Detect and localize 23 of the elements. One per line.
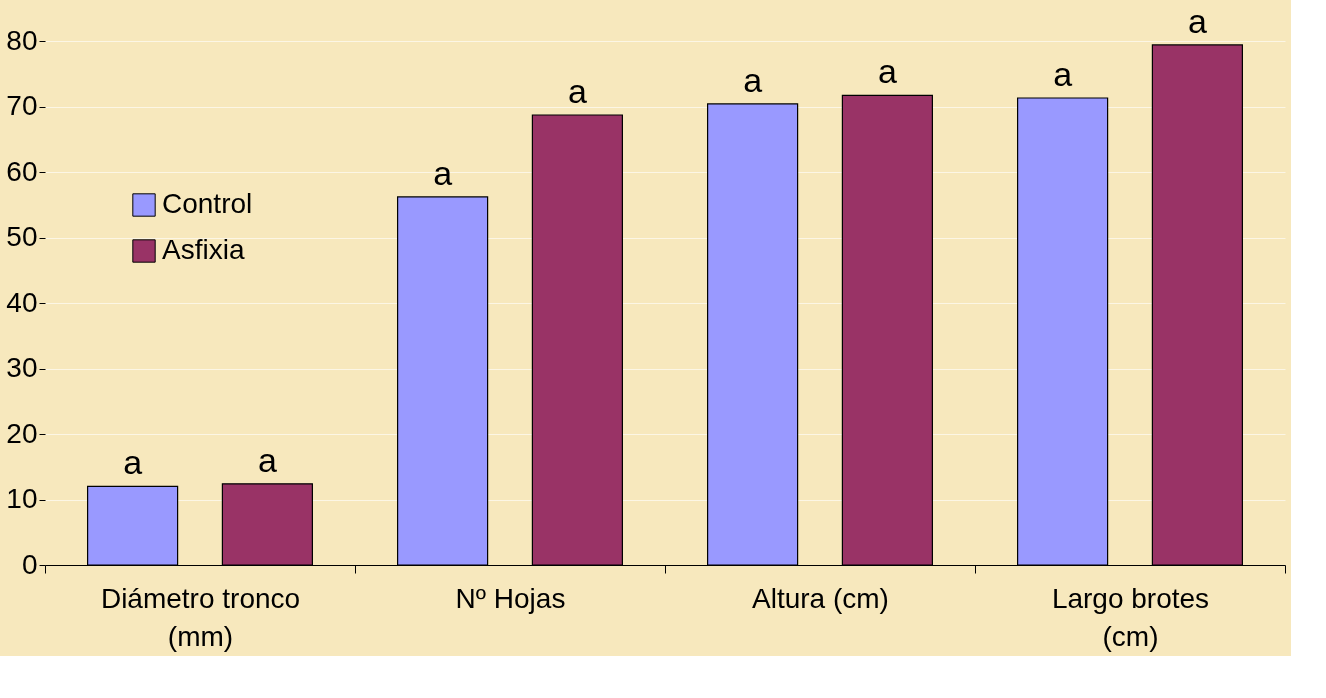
legend-label: Control bbox=[162, 188, 253, 219]
x-tick-label: Nº Hojas bbox=[455, 582, 566, 614]
y-tick-label: 20 bbox=[6, 417, 38, 449]
x-tick-label: Altura (cm) bbox=[752, 582, 889, 614]
data-label: a bbox=[257, 440, 277, 479]
y-tick-label: 80 bbox=[6, 24, 38, 56]
data-label: a bbox=[123, 443, 143, 482]
x-tick-label: Largo brotes (cm) bbox=[1051, 582, 1210, 652]
y-tick-label: 40 bbox=[6, 286, 38, 318]
y-tick-label: 30 bbox=[6, 352, 38, 383]
data-label: a bbox=[567, 72, 587, 111]
y-tick-label: 50 bbox=[6, 221, 38, 252]
y-tick-label: 0 bbox=[21, 548, 38, 580]
data-label: a bbox=[1187, 1, 1207, 40]
data-label: a bbox=[433, 153, 453, 192]
legend-label: Asfixia bbox=[162, 234, 245, 265]
data-label: a bbox=[1053, 54, 1073, 93]
y-tick-label: 70 bbox=[6, 90, 38, 121]
data-label: a bbox=[877, 52, 897, 91]
x-tick-label: Diámetro tronco (mm) bbox=[100, 582, 301, 652]
data-label: a bbox=[743, 60, 763, 99]
y-tick-label: 10 bbox=[6, 483, 38, 514]
y-tick-label: 60 bbox=[6, 155, 38, 187]
